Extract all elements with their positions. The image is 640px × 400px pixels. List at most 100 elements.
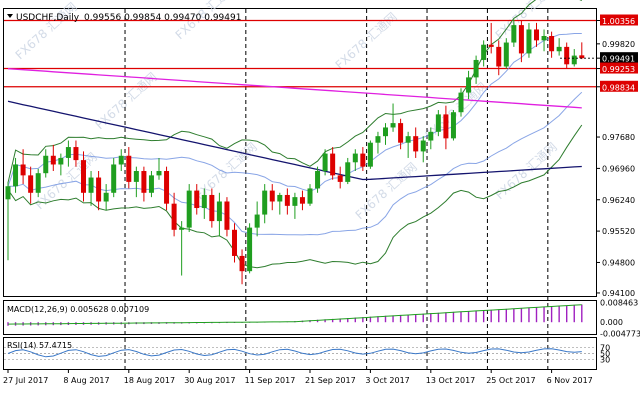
- candle-body: [473, 59, 479, 78]
- candle: [247, 223, 253, 274]
- candle: [81, 151, 86, 202]
- candle: [13, 157, 19, 193]
- candle: [141, 166, 147, 202]
- candle: [35, 168, 41, 198]
- candle-body: [315, 171, 321, 189]
- main-panel-frame: [3, 8, 597, 297]
- candle-body: [58, 157, 64, 165]
- price-axis-label: 0.99820: [602, 40, 635, 49]
- candle-body: [164, 171, 170, 204]
- candle: [322, 149, 328, 176]
- candle: [209, 188, 215, 228]
- candle: [496, 40, 502, 76]
- candle-body: [383, 127, 388, 137]
- candle-body: [141, 171, 147, 193]
- candle-body: [307, 188, 313, 204]
- candle: [330, 147, 336, 180]
- candle: [405, 131, 411, 158]
- candle: [126, 147, 132, 189]
- candle: [367, 140, 373, 169]
- candle-body: [541, 36, 547, 41]
- candle: [156, 157, 162, 180]
- candle-body: [262, 190, 268, 215]
- candle: [556, 38, 562, 56]
- candle-body: [292, 197, 298, 206]
- candle: [88, 171, 94, 206]
- bollinger-inner-lower-line: [8, 91, 583, 236]
- price-axis-label: 0.95520: [602, 227, 635, 236]
- time-axis-label: 8 Aug 2017: [63, 376, 109, 385]
- candle: [103, 184, 109, 211]
- candle: [571, 49, 577, 67]
- watermark-text: FX678 汇通网: [493, 0, 560, 42]
- candle-body: [337, 175, 343, 182]
- candle-body: [526, 29, 532, 54]
- candle: [194, 184, 200, 215]
- candle: [239, 249, 245, 285]
- candle-body: [488, 44, 494, 47]
- price-level-tag: [600, 80, 638, 92]
- candle-body: [50, 155, 56, 165]
- candle: [564, 42, 570, 69]
- price-axis-label: 0.94800: [602, 258, 635, 267]
- time-axis-label: 27 Jul 2017: [3, 376, 48, 385]
- candle-body: [254, 214, 260, 228]
- candle: [435, 110, 441, 137]
- candle-body: [496, 46, 502, 67]
- candle: [201, 188, 207, 219]
- macd-scale-label: -0.004773: [600, 329, 640, 338]
- candle: [58, 153, 64, 176]
- candle-body: [269, 190, 275, 202]
- candle-body: [133, 171, 139, 182]
- candle-body: [564, 46, 570, 65]
- candle: [96, 171, 102, 211]
- candle: [443, 105, 449, 150]
- macd-label: MACD(12,26,9) 0.005628 0.007109: [7, 305, 149, 314]
- candle-body: [330, 153, 336, 176]
- candle-body: [209, 194, 215, 222]
- ohlc-readout: 0.99556 0.99854 0.99470 0.99491: [84, 13, 241, 23]
- symbol-label: USDCHF,Daily: [16, 13, 80, 23]
- time-axis: 27 Jul 2017 8 Aug 2017 18 Aug 2017 30 Aug 2…: [3, 369, 593, 385]
- price-axis-label: 0.96960: [602, 164, 635, 173]
- candle-body: [239, 255, 245, 272]
- candle: [420, 136, 426, 163]
- candle: [375, 131, 381, 154]
- price-axis-label: 0.96240: [602, 196, 635, 205]
- candle-body: [171, 203, 177, 230]
- time-axis-label: 21 Sep 2017: [305, 376, 356, 385]
- candle: [269, 184, 275, 211]
- candle-body: [65, 147, 71, 158]
- candle-body: [284, 194, 290, 206]
- candle: [111, 157, 117, 198]
- time-axis-label: 25 Oct 2017: [486, 376, 535, 385]
- moving-average-100-line: [7, 100, 582, 181]
- time-axis-label: 6 Nov 2017: [547, 376, 593, 385]
- candle: [284, 188, 290, 215]
- candle-body: [179, 227, 185, 230]
- dropdown-triangle-icon[interactable]: [7, 14, 13, 18]
- candle: [20, 149, 26, 185]
- candle-body: [398, 123, 404, 143]
- candle: [133, 166, 139, 198]
- candle-body: [466, 77, 472, 93]
- candle: [511, 19, 517, 47]
- candle-body: [322, 153, 328, 172]
- time-axis-label: 30 Aug 2017: [184, 376, 235, 385]
- candle-body: [247, 227, 253, 272]
- rsi-label: RSI(14) 57.4715: [7, 341, 72, 350]
- macd-panel-frame: [3, 300, 597, 335]
- candle-body: [518, 25, 524, 54]
- candle-body: [35, 173, 41, 193]
- candle: [5, 181, 11, 261]
- candle-body: [88, 177, 94, 193]
- rsi-scale-label: 30: [600, 356, 610, 365]
- indicator-lines: [7, 0, 583, 269]
- candle-body: [481, 44, 487, 60]
- candle-body: [299, 197, 305, 204]
- candle-body: [28, 175, 34, 193]
- candle: [503, 38, 509, 69]
